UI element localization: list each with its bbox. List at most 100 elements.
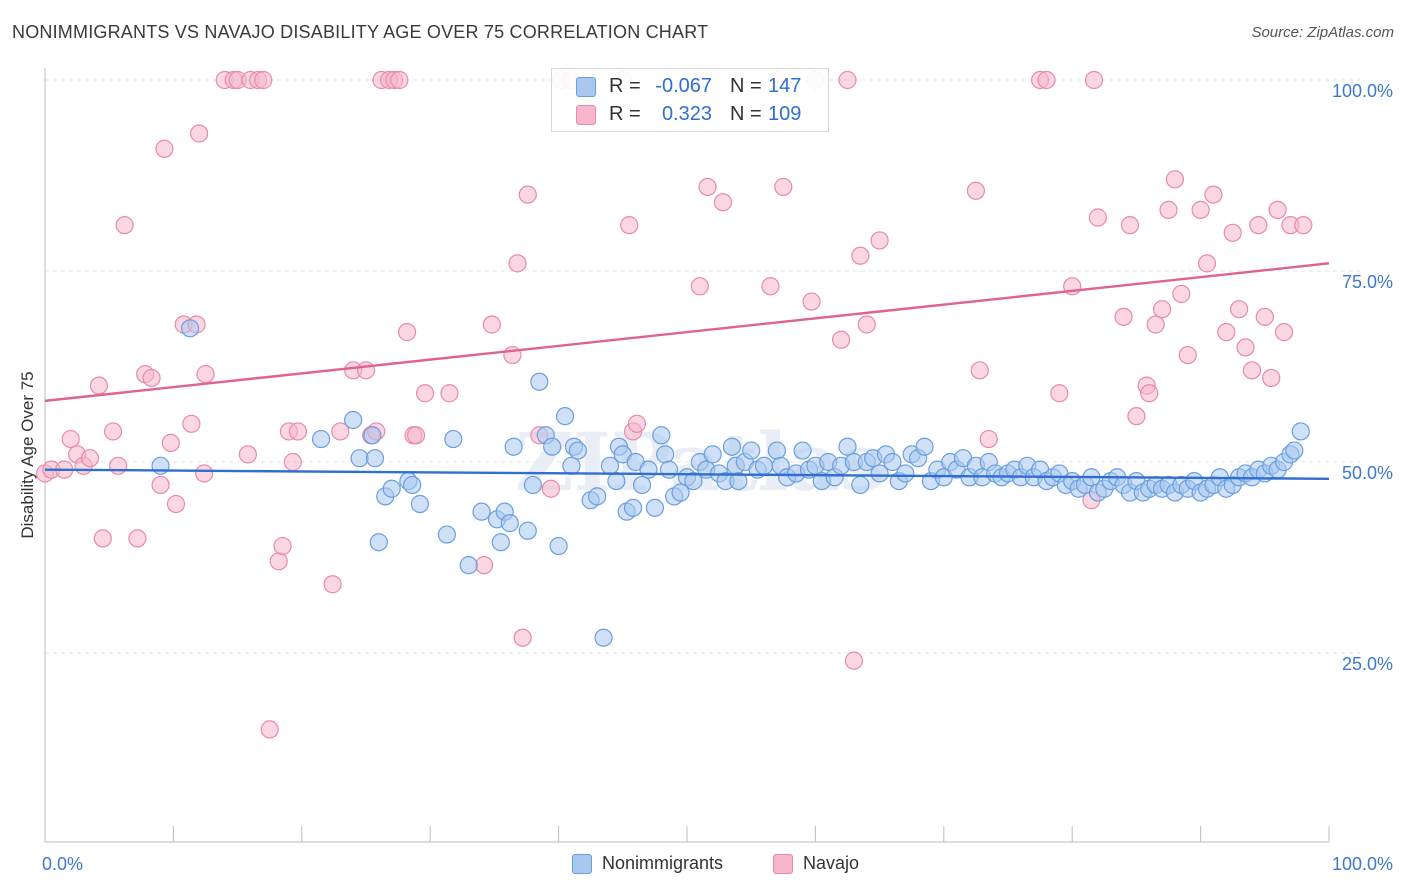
nonimmigrants-point [363,426,382,445]
nonimmigrants-point [530,372,549,391]
nonimmigrants-point [180,319,200,338]
navajo-point [1140,384,1159,403]
navajo-point [1146,315,1165,334]
navajo-point [356,361,376,380]
navajo-point [690,277,709,296]
navajo-point [93,529,112,548]
navajo-point [1242,361,1262,380]
nonimmigrants-point [645,498,665,517]
navajo-point [844,651,864,670]
navajo-point [155,139,174,158]
navajo-point [1050,384,1069,403]
navajo-point [508,254,527,273]
navajo-point [838,70,857,90]
r-value: 0.323 [661,103,712,125]
navajo-point [161,433,180,452]
navajo-point [331,422,350,441]
navajo-point [518,185,537,204]
navajo-point [1114,307,1133,326]
nonimmigrants-point [656,445,675,464]
navajo-point [970,361,989,380]
trend-lines [44,262,1330,481]
n-label: N = [730,75,762,97]
n-value: 147 [768,75,802,97]
n-value: 109 [768,103,802,125]
nonimmigrants-point [410,494,430,514]
y-tick-label: 25.0% [1342,654,1393,674]
nonimmigrants-point [311,429,331,449]
nonimmigrants-point [365,449,385,468]
navajo-point [1172,284,1191,304]
axis-labels: 25.0% 50.0% 75.0% 100.0% 0.0% 100.0% Disabilit… [18,81,1393,874]
nonimmigrants-point [549,536,568,556]
navajo-point [1152,300,1172,319]
nonimmigrants-point [915,437,934,456]
nonimmigrants-point [684,472,703,491]
nonimmigrants-point [504,437,523,456]
navajo-point [195,464,214,483]
correlation-legend: R = -0.067 N = 147 R = 0.323 N = 109 [551,68,829,132]
r-label: R = [609,75,641,97]
navajo-point [397,323,417,342]
nonimmigrants-swatch [572,854,592,874]
navajo-point [288,422,308,441]
nonimmigrants-point [151,456,170,475]
navajo-point [1230,300,1249,319]
r-label: R = [609,103,641,125]
navajo-point [103,422,123,441]
navajo-point [1197,254,1217,273]
nonimmigrants-point [1291,422,1310,441]
nonimmigrants-swatch [576,77,596,97]
nonimmigrants-point [472,502,491,521]
navajo-point [1088,208,1107,227]
nonimmigrants-points [151,319,1310,647]
nonimmigrants-point [382,479,401,498]
navajo-point [1127,407,1146,426]
navajo-point [475,556,494,575]
nonimmigrants-point [518,521,537,540]
navajo-point [831,330,851,349]
navajo-point [1037,70,1056,90]
navajo-trend-line [44,262,1330,403]
navajo-point [851,246,870,265]
navajo-point [870,231,889,250]
navajo-point [166,494,186,514]
n-label: N = [730,103,762,125]
navajo-point [1268,200,1287,219]
nonimmigrants-point [793,441,812,460]
nonimmigrants-point [729,472,748,491]
y-tick-label: 75.0% [1342,272,1393,292]
nonimmigrants-point [883,452,902,472]
navajo-point [283,452,302,472]
navajo-point [238,445,257,464]
nonimmigrants-point [623,498,643,517]
nonimmigrants-point [403,475,422,495]
navajo-point [1223,223,1242,242]
navajo-point [541,479,560,498]
nonimmigrants-point [703,445,722,464]
navajo-point [761,277,780,296]
navajo-point [254,70,273,90]
nonimmigrants-point [543,437,562,456]
legend-label: Nonimmigrants [602,853,724,873]
legend-row-nonimmigrants: R = -0.067 N = 147 [552,73,828,101]
navajo-point [1262,368,1281,388]
nonimmigrants-point [754,456,774,475]
navajo-point [115,216,134,235]
nonimmigrants-point [344,410,363,430]
nonimmigrants-point [444,429,463,449]
nonimmigrants-point [870,464,889,483]
navajo-point [61,429,80,449]
nonimmigrants-point [369,533,388,552]
nonimmigrants-point [632,475,652,495]
navajo-point [1120,216,1140,235]
navajo-point [415,384,435,403]
nonimmigrants-point [523,475,543,495]
navajo-point [142,368,161,388]
navajo-swatch [773,854,793,874]
y-axis-title: Disability Age Over 75 [18,371,37,538]
navajo-point [857,315,876,334]
navajo-point [774,177,793,197]
nonimmigrants-point [350,449,369,468]
navajo-point [323,575,342,594]
